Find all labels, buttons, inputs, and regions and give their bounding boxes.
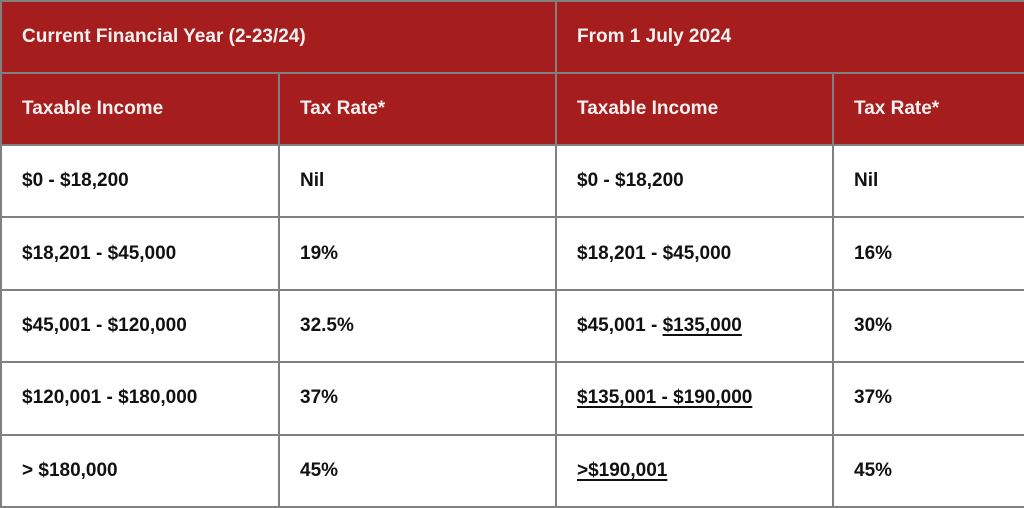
new-rate-cell: 37% — [831, 361, 1024, 436]
table-row: $45,001 - $120,000 32.5% $45,001 - $135,… — [0, 288, 1024, 364]
new-income-text: $0 - $18,200 — [577, 170, 684, 192]
table-row: $18,201 - $45,000 19% $18,201 - $45,000 … — [0, 216, 1024, 291]
tax-rate-header: Tax Rate* — [278, 72, 557, 146]
period-header-row: Current Financial Year (2-23/24) From 1 … — [0, 0, 1024, 74]
current-rate-cell: 19% — [278, 216, 557, 291]
current-income-cell: $0 - $18,200 — [0, 143, 280, 219]
taxable-income-header: Taxable Income — [0, 72, 280, 146]
new-income-cell: $0 - $18,200 — [555, 143, 834, 219]
current-rate-cell: Nil — [278, 143, 557, 219]
new-rate-cell: Nil — [831, 143, 1024, 219]
new-income-changed-text: $135,000 — [662, 314, 742, 336]
current-income-cell: > $180,000 — [0, 433, 280, 508]
current-rate-cell: 45% — [278, 433, 557, 508]
new-income-cell: $135,001 - $190,000 — [555, 361, 834, 436]
new-income-changed-text: >$190,001 — [577, 459, 668, 481]
new-income-cell: $18,201 - $45,000 — [555, 216, 834, 291]
new-income-text: $45,001 - — [577, 314, 663, 336]
tax-rate-header: Tax Rate* — [831, 72, 1024, 146]
table-row: > $180,000 45% >$190,001 45% — [0, 433, 1024, 508]
current-income-cell: $45,001 - $120,000 — [0, 288, 280, 364]
current-rate-cell: 32.5% — [278, 288, 557, 364]
taxable-income-header: Taxable Income — [555, 72, 834, 146]
new-rate-cell: 30% — [831, 288, 1024, 364]
new-income-cell: $45,001 - $135,000 — [555, 288, 834, 364]
current-year-header: Current Financial Year (2-23/24) — [0, 0, 557, 74]
current-rate-cell: 37% — [278, 361, 557, 436]
new-income-changed-text: $135,001 - $190,000 — [577, 387, 753, 409]
table-row: $0 - $18,200 Nil $0 - $18,200 Nil — [0, 143, 1024, 219]
new-rate-cell: 16% — [831, 216, 1024, 291]
new-income-cell: >$190,001 — [555, 433, 834, 508]
table-row: $120,001 - $180,000 37% $135,001 - $190,… — [0, 361, 1024, 436]
column-header-row: Taxable Income Tax Rate* Taxable Income … — [0, 72, 1024, 146]
new-rate-cell: 45% — [831, 433, 1024, 508]
from-july-header: From 1 July 2024 — [554, 0, 1024, 74]
current-income-cell: $120,001 - $180,000 — [0, 361, 280, 436]
new-income-text: $18,201 - $45,000 — [577, 242, 732, 264]
current-income-cell: $18,201 - $45,000 — [0, 216, 280, 291]
